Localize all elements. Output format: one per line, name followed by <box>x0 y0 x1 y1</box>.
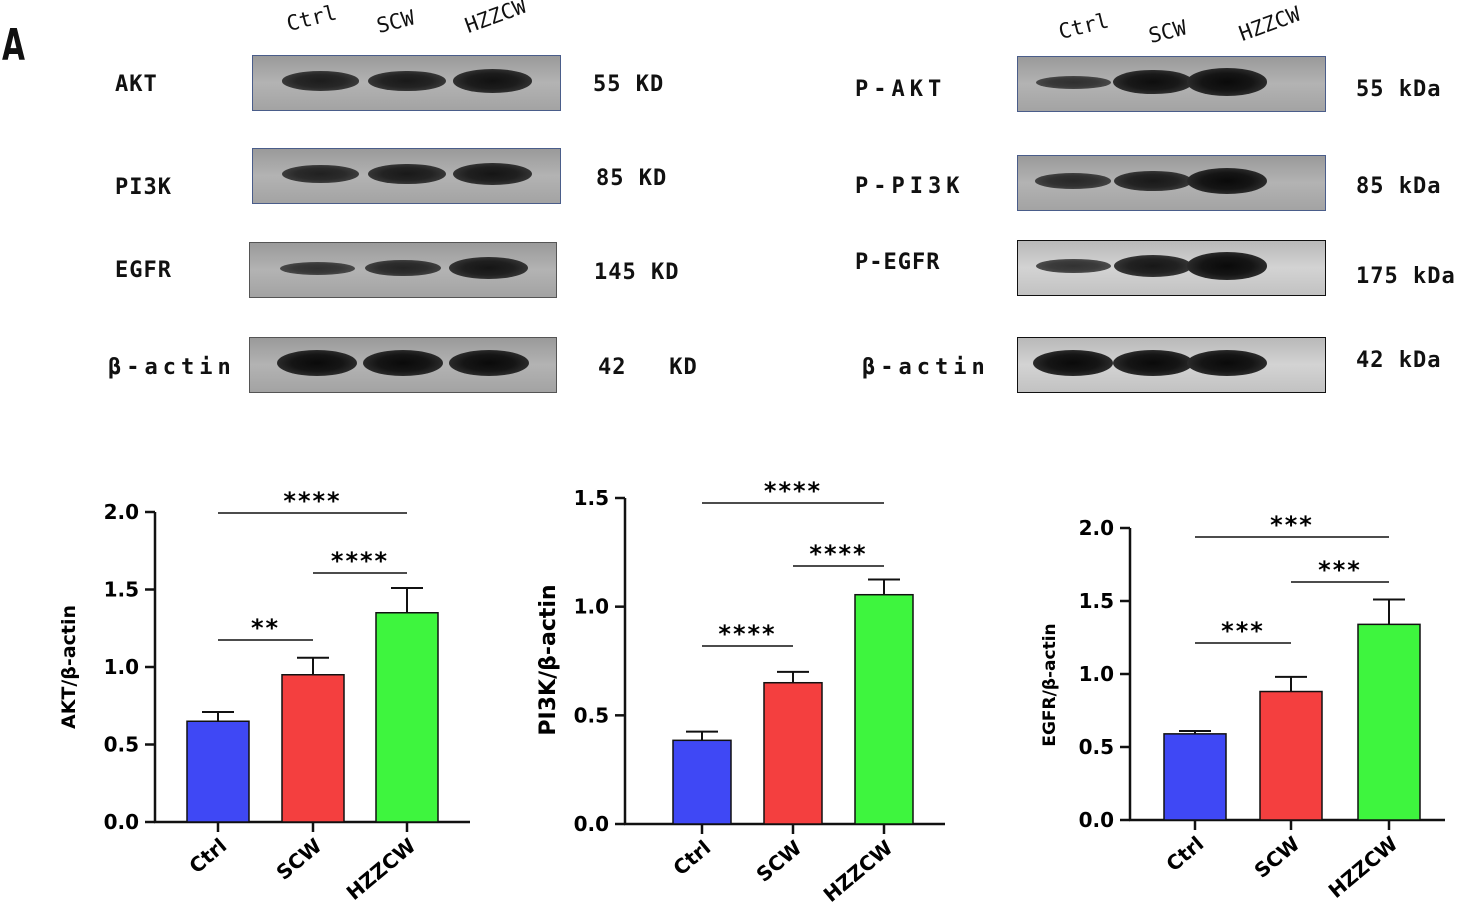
blot-size-p-akt: 55 kDa <box>1356 77 1442 102</box>
significance-label: ** <box>251 614 280 642</box>
significance-label: **** <box>809 540 867 568</box>
blot-label-p-akt: P-AKT <box>855 77 947 102</box>
bar-scw <box>763 681 823 825</box>
significance-label: **** <box>331 547 389 575</box>
blot-band <box>453 162 532 186</box>
blot-akt <box>252 55 561 111</box>
blot-size-egfr: 145 KD <box>594 260 680 285</box>
blot-label-beta-actin-left: β-actin <box>108 355 236 380</box>
blot-beta-actin-left <box>249 337 557 393</box>
significance-label: **** <box>283 487 341 515</box>
y-tick-label: 1.0 <box>1079 662 1114 686</box>
blot-band <box>1035 258 1111 274</box>
blot-band <box>364 259 442 277</box>
blot-band <box>1186 350 1267 376</box>
significance-label: **** <box>718 620 776 648</box>
blot-band <box>452 69 532 93</box>
blot-p-pi3k <box>1017 155 1326 211</box>
blot-size-beta-actin-left: 42 KD <box>598 355 698 380</box>
y-axis-label: PI3K/β-actin <box>536 584 561 735</box>
blot-band <box>1114 170 1193 192</box>
blot-size-akt: 55 KD <box>593 72 665 97</box>
blot-band <box>282 164 360 184</box>
blot-band <box>367 163 446 185</box>
y-tick-label: 1.0 <box>574 595 609 619</box>
y-tick-label: 0.5 <box>574 703 609 727</box>
significance-label: *** <box>1270 511 1314 539</box>
significance-label: *** <box>1221 617 1265 645</box>
blot-label-pi3k: PI3K <box>115 175 172 200</box>
blot-size-p-egfr: 175 kDa <box>1356 264 1456 289</box>
bar-hzzcw <box>854 593 914 825</box>
blot-size-p-pi3k: 85 kDa <box>1356 174 1442 199</box>
y-tick-label: 2.0 <box>1079 516 1114 540</box>
y-tick-label: 0.0 <box>1079 808 1114 832</box>
y-tick-label: 2.0 <box>104 500 139 524</box>
blot-band <box>367 70 446 92</box>
y-tick-label: 1.5 <box>104 578 139 602</box>
y-tick-label: 0.5 <box>1079 735 1114 759</box>
blot-band <box>1113 69 1193 95</box>
x-tick-label: Ctrl <box>1161 831 1208 876</box>
significance-label: **** <box>764 477 822 505</box>
blot-p-egfr <box>1017 240 1326 296</box>
blot-label-akt: AKT <box>115 72 158 97</box>
y-tick-label: 0.0 <box>574 812 609 836</box>
blot-pi3k <box>252 148 561 204</box>
blot-band <box>448 350 529 376</box>
blot-band <box>1186 252 1267 280</box>
blot-band <box>1186 168 1267 194</box>
y-tick-label: 0.5 <box>104 733 139 757</box>
significance-label: *** <box>1318 556 1362 584</box>
bar-scw <box>1259 690 1323 821</box>
x-tick-label: HZZCW <box>1324 831 1403 902</box>
blot-band <box>1035 75 1111 89</box>
bar-ctrl <box>186 720 250 823</box>
blot-band <box>281 71 360 91</box>
x-tick-label: SCW <box>1250 831 1305 882</box>
blot-size-pi3k: 85 KD <box>596 166 668 191</box>
blot-label-p-egfr: P-EGFR <box>855 250 941 275</box>
blot-band <box>449 256 528 280</box>
blot-egfr <box>249 242 557 298</box>
y-axis-label: AKT/β-actin <box>58 605 80 729</box>
y-tick-label: 1.5 <box>574 486 609 510</box>
blot-band <box>1113 350 1194 376</box>
blot-band <box>1186 68 1267 96</box>
y-tick-label: 1.0 <box>104 655 139 679</box>
blot-p-akt <box>1017 56 1326 112</box>
blot-label-p-pi3k: P-PI3K <box>855 174 965 199</box>
blot-band <box>277 350 358 376</box>
blot-size-beta-actin-right: 42 kDa <box>1356 348 1442 373</box>
bar-hzzcw <box>375 612 439 823</box>
blot-band <box>1113 254 1193 278</box>
blot-band <box>279 261 355 275</box>
y-axis-label: EGFR/β-actin <box>1040 623 1060 746</box>
blot-label-beta-actin-right: β-actin <box>862 355 990 380</box>
y-tick-label: 0.0 <box>104 810 139 834</box>
blot-beta-actin-right <box>1017 337 1326 393</box>
bar-ctrl <box>1163 733 1227 821</box>
bar-hzzcw <box>1357 623 1421 821</box>
blot-band <box>363 350 443 376</box>
blot-label-egfr: EGFR <box>115 258 172 283</box>
panel-letter: A <box>2 20 25 71</box>
blot-band <box>1035 173 1112 189</box>
y-tick-label: 1.5 <box>1079 589 1114 613</box>
blot-band <box>1033 350 1114 376</box>
